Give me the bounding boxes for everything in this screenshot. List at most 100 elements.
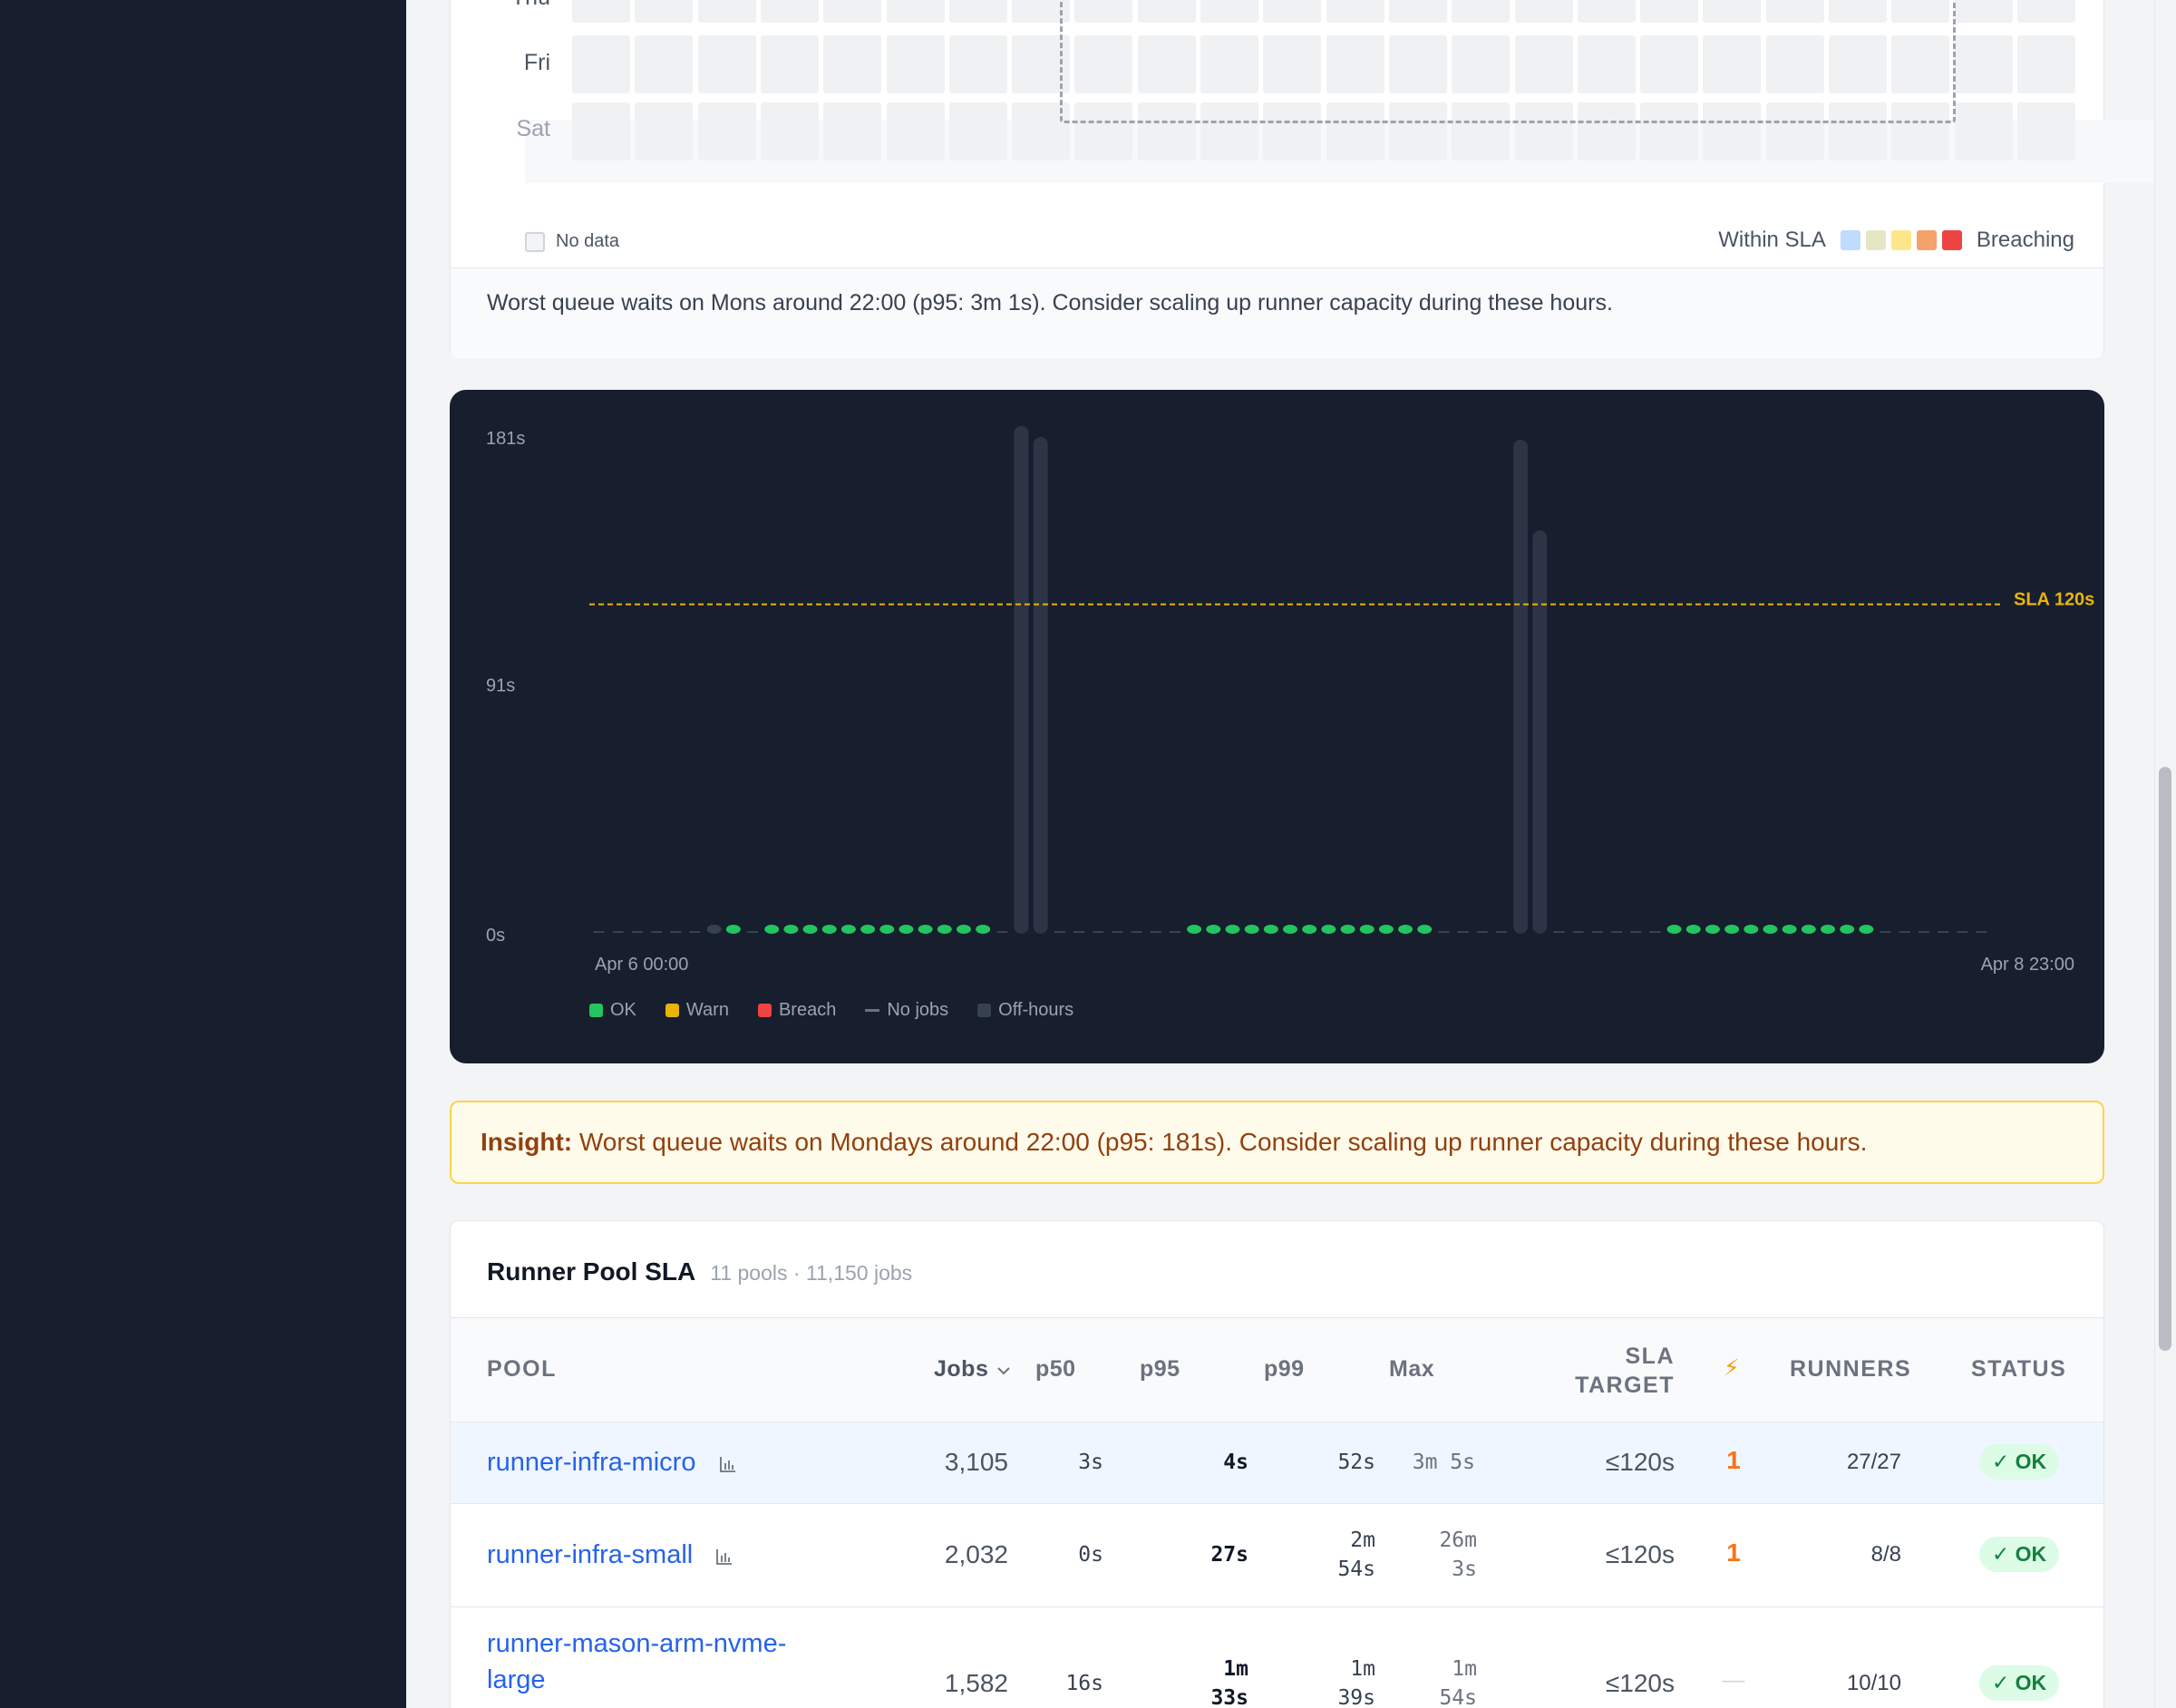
heatmap-cell[interactable] [1577,0,1636,23]
heatmap-cell[interactable] [1137,102,1196,160]
heatmap-cell[interactable] [697,35,756,93]
scrollbar-thumb[interactable] [2159,767,2171,1351]
heatmap-cell[interactable] [1640,102,1699,160]
heatmap-cell[interactable] [1137,0,1196,23]
heatmap-cell[interactable] [1891,102,1950,160]
col-sla-target[interactable]: SLA TARGET [1575,1342,1675,1400]
heatmap-cell[interactable] [1263,35,1322,93]
sla-title: Runner Pool SLA [487,1257,696,1286]
heatmap-cell[interactable] [1577,35,1636,93]
heatmap-cell[interactable] [1829,102,1887,160]
col-runners[interactable]: RUNNERS [1790,1356,1912,1382]
heatmap-cell[interactable] [572,35,630,93]
col-jobs[interactable]: Jobs [934,1356,1012,1383]
heatmap-cell[interactable] [1074,102,1133,160]
chart-bar [1532,529,1548,934]
insight-text: Insight: Worst queue waits on Mondays ar… [481,1128,1867,1157]
heatmap-cell[interactable] [948,35,1007,93]
heatmap-cell[interactable] [1074,35,1133,93]
col-p50[interactable]: p50 [1035,1356,1076,1382]
heatmap-cell[interactable] [697,102,756,160]
sla-subtitle: 11 pools · 11,150 jobs [710,1261,913,1285]
heatmap-cell[interactable] [823,35,882,93]
heatmap-cell[interactable] [1577,102,1636,160]
heatmap-cell[interactable] [886,102,945,160]
table-row[interactable]: runner-infra-micro 3,105 3s 4s 52s 3m 5s… [451,1422,2103,1504]
heatmap-cell[interactable] [1703,102,1762,160]
bar-chart-icon[interactable] [719,1455,737,1473]
heatmap-cell[interactable] [1326,102,1384,160]
heatmap-cell[interactable] [1514,35,1573,93]
heatmap-cell[interactable] [1765,35,1824,93]
heatmap-cell[interactable] [760,102,819,160]
x-end-label: Apr 8 23:00 [1981,955,2074,975]
heatmap-cell[interactable] [948,0,1007,23]
heatmap-cell[interactable] [1954,35,2013,93]
heatmap-cell[interactable] [1326,35,1384,93]
heatmap-cell[interactable] [1200,35,1258,93]
pool-link[interactable]: runner-infra-small [487,1540,694,1569]
heatmap-cell[interactable] [2016,102,2075,160]
col-pool[interactable]: POOL [487,1356,557,1382]
heatmap-cell[interactable] [886,0,945,23]
col-p95[interactable]: p95 [1140,1356,1180,1382]
heatmap-cell[interactable] [1388,35,1447,93]
table-row[interactable]: runner-mason-arm-nvme-large 1,582 16s 1m… [451,1607,2103,1708]
chart-bar [1398,925,1413,934]
heatmap-cell[interactable] [1829,0,1887,23]
heatmap-cell[interactable] [886,35,945,93]
chart-bar [1263,925,1278,934]
heatmap-cell[interactable] [1452,102,1511,160]
heatmap-cell[interactable] [1263,102,1322,160]
heatmap-cell[interactable] [572,102,630,160]
heatmap-cell[interactable] [1954,102,2013,160]
heatmap-cell[interactable] [697,0,756,23]
heatmap-cell[interactable] [1640,35,1699,93]
heatmap-cell[interactable] [635,102,694,160]
heatmap-cell[interactable] [1326,0,1384,23]
pool-link[interactable]: runner-mason-arm-nvme-large [487,1629,787,1694]
heatmap-cell[interactable] [635,35,694,93]
heatmap-cell[interactable] [1200,0,1258,23]
heatmap-cell[interactable] [1765,102,1824,160]
heatmap-cell[interactable] [1891,0,1950,23]
heatmap-cell[interactable] [1640,0,1699,23]
heatmap-cell[interactable] [2016,0,2075,23]
col-max[interactable]: Max [1389,1356,1435,1382]
heatmap-cell[interactable] [823,102,882,160]
col-bolt-icon[interactable]: ⚡ [1724,1355,1742,1381]
heatmap-cell[interactable] [948,102,1007,160]
chart-bar [1417,925,1433,934]
heatmap-cell[interactable] [1388,102,1447,160]
heatmap-cell[interactable] [1200,102,1258,160]
heatmap-cell[interactable] [2016,35,2075,93]
heatmap-cell[interactable] [1891,35,1950,93]
heatmap-cell[interactable] [1829,35,1887,93]
heatmap-cell[interactable] [1263,0,1322,23]
heatmap-cell[interactable] [1137,35,1196,93]
bar-chart-icon[interactable] [715,1548,733,1566]
heatmap-cell[interactable] [1703,0,1762,23]
heatmap-cell[interactable] [1074,0,1133,23]
heatmap-cell[interactable] [760,0,819,23]
legend-label: Off-hours [998,1000,1074,1020]
heatmap-cell[interactable] [1452,0,1511,23]
heatmap-cell[interactable] [1514,0,1573,23]
scrollbar[interactable] [2154,0,2176,1708]
heatmap-cell[interactable] [572,0,630,23]
heatmap-cell[interactable] [1765,0,1824,23]
heatmap-cell[interactable] [1514,102,1573,160]
table-row[interactable]: runner-infra-small 2,032 0s 27s 2m 54s 2… [451,1504,2103,1607]
pool-link[interactable]: runner-infra-micro [487,1448,696,1477]
heatmap-cell[interactable] [1954,0,2013,23]
heatmap-cell[interactable] [1452,35,1511,93]
heatmap-cell[interactable] [1388,0,1447,23]
chart-bar [899,925,914,934]
col-status[interactable]: STATUS [1971,1356,2067,1382]
heatmap-cell[interactable] [635,0,694,23]
chart-bar [1744,925,1759,934]
heatmap-cell[interactable] [823,0,882,23]
heatmap-cell[interactable] [1703,35,1762,93]
col-p99[interactable]: p99 [1264,1356,1305,1382]
heatmap-cell[interactable] [760,35,819,93]
